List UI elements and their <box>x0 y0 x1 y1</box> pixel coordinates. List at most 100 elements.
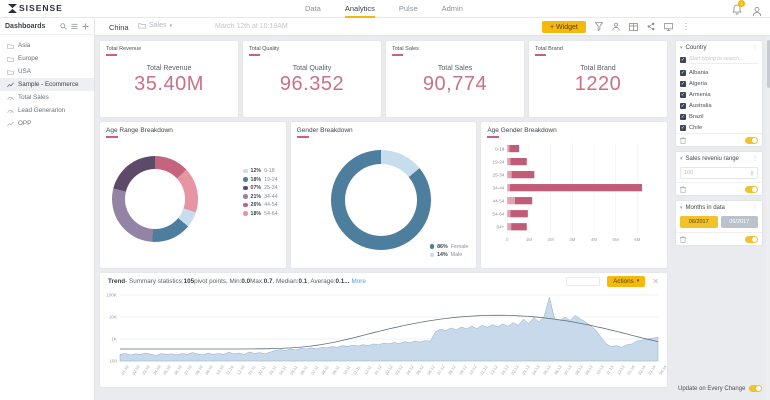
more-icon[interactable]: ⋮ <box>682 22 690 31</box>
gender-donut-chart[interactable] <box>330 150 431 250</box>
country-option-armenia[interactable]: ✓ Armenia <box>680 91 711 98</box>
widget-title: Total Sales <box>392 46 419 56</box>
sidebar-item-label: Sample - Ecommerce <box>18 81 79 88</box>
collapse-icon[interactable]: ▾ <box>680 44 683 51</box>
sidebar-item-usa[interactable]: USA <box>0 65 94 78</box>
legend-item[interactable]: 21% 34-44 <box>243 194 278 200</box>
sidebar-item-label: Europe <box>18 55 39 62</box>
sidebar-item-lead-generarion[interactable]: Lead Generarion <box>0 104 94 117</box>
widget-trend[interactable]: Trend - Summary statistics: 105 pivot po… <box>100 273 668 387</box>
nav-data[interactable]: Data <box>305 3 321 13</box>
actions-button[interactable]: Actions ▾ <box>607 275 646 287</box>
add-dashboard-icon[interactable] <box>82 22 89 30</box>
share-icon[interactable] <box>647 22 655 31</box>
trend-area-chart[interactable]: 100K 10K 1K 100 <box>102 289 662 367</box>
legend-item[interactable]: 86% Female <box>429 244 468 250</box>
country-option-australia[interactable]: ✓ Australia <box>680 102 712 109</box>
sidebar-item-opp[interactable]: OPP <box>0 117 94 130</box>
country-option-brazil[interactable]: ✓ Brazil <box>680 113 704 120</box>
more-icon[interactable]: ⋮ <box>752 156 758 162</box>
scrollbar[interactable] <box>766 36 770 400</box>
checkbox[interactable]: ✓ <box>680 91 686 98</box>
checkbox[interactable]: ✓ <box>680 124 686 131</box>
country-option-chile[interactable]: ✓ Chile <box>680 124 703 131</box>
filter-toggle[interactable] <box>745 235 758 243</box>
trash-icon[interactable] <box>680 136 686 144</box>
sisense-logo[interactable]: SISENSE <box>8 3 63 13</box>
stepper-up-icon[interactable]: ▲ <box>750 169 754 174</box>
widget-gender-breakdown[interactable]: Gender Breakdown 86% Female 14% Male <box>290 122 477 268</box>
actions-label: Actions <box>613 277 634 285</box>
checkbox[interactable]: ✓ <box>680 102 686 109</box>
last-updated-timestamp: March 12th at 10:18AM <box>215 23 288 30</box>
month-button-unselected[interactable]: 06/2017 <box>720 216 758 228</box>
legend-item[interactable]: 18% 54-64 <box>243 211 278 217</box>
sidebar-item-europe[interactable]: Europe <box>0 52 94 65</box>
kpi-value: 1220 <box>574 73 622 95</box>
folder-selector[interactable]: Sales ▾ <box>138 22 172 29</box>
stepper-down-icon[interactable]: ▼ <box>750 172 754 177</box>
gender-legend: 86% Female 14% Male <box>429 244 469 258</box>
kpi-total-quality[interactable]: Total Quality Total Quality 96.352 <box>243 41 381 117</box>
user-icon[interactable] <box>752 6 762 17</box>
more-icon[interactable]: ⋮ <box>752 45 758 51</box>
month-button-selected[interactable]: 06/2017 <box>680 216 718 228</box>
more-icon[interactable]: ⋮ <box>752 205 758 211</box>
disabled-button[interactable] <box>566 276 601 286</box>
kpi-total-brand[interactable]: Total Brand Total Brand 1220 <box>529 41 667 117</box>
checkbox[interactable]: ✓ <box>680 80 686 87</box>
age-range-donut-chart[interactable] <box>112 156 198 242</box>
checkbox[interactable]: ✓ <box>680 113 686 120</box>
legend-item[interactable]: 12% 0-18 <box>243 168 278 174</box>
sidebar-item-total-sales[interactable]: Total Sales <box>0 91 94 104</box>
sidebar-item-asia[interactable]: Asia <box>0 39 94 52</box>
trend-title: Trend <box>108 277 126 285</box>
trash-icon[interactable] <box>680 235 686 243</box>
trend-stats-text: - Summary statistics: <box>125 277 184 285</box>
add-widget-button[interactable]: + Widget <box>542 21 586 33</box>
search-icon[interactable] <box>60 22 67 30</box>
export-icon[interactable] <box>612 22 620 31</box>
svg-text:0: 0 <box>506 237 509 242</box>
nav-analytics[interactable]: Analytics <box>344 0 375 18</box>
widget-age-range-breakdown[interactable]: Age Range Breakdown 12% 0-18 18% 19-24 07%… <box>100 122 286 268</box>
kpi-total-revenue[interactable]: Total Revenue Total Revenue 35.40M <box>100 41 238 117</box>
sidebar-item-sample-ecommerce[interactable]: Sample - Ecommerce <box>0 78 94 91</box>
nav-admin[interactable]: Admin <box>441 3 463 13</box>
collapse-icon[interactable]: ▾ <box>680 204 683 211</box>
legend-item[interactable]: 14% Male <box>429 252 469 258</box>
legend-item[interactable]: 18% 19-24 <box>243 177 278 183</box>
more-link[interactable]: More <box>351 277 366 285</box>
close-icon[interactable]: ✕ <box>652 276 659 286</box>
select-all-checkbox[interactable]: ✓ <box>680 57 686 63</box>
legend-item[interactable]: 26% 44-54 <box>243 202 278 208</box>
search-input[interactable]: Start typing to search... <box>689 56 758 64</box>
filter-sales-revenue-range: ▾ Sales reveniu range ⋮ 100 ▲ ▼ <box>675 151 763 196</box>
display-icon[interactable] <box>664 22 673 31</box>
filter-icon[interactable] <box>595 22 603 31</box>
kpi-total-sales[interactable]: Total Sales Total Sales 90,774 <box>386 41 524 117</box>
sidebar-item-label: Asia <box>18 42 31 49</box>
legend-dot <box>429 252 435 258</box>
svg-text:44-54: 44-54 <box>493 198 505 203</box>
collapse-icon[interactable]: ▾ <box>680 155 683 162</box>
table-icon[interactable] <box>629 22 638 31</box>
update-toggle[interactable] <box>749 385 762 392</box>
folders-icon[interactable] <box>71 23 78 30</box>
widget-age-gender-breakdown[interactable]: Age Gender Breakdown 0 1M 2M 3M 4M 5M 6M 0-18 19… <box>481 122 668 268</box>
trash-icon[interactable] <box>680 185 686 193</box>
filter-toggle[interactable] <box>745 185 758 193</box>
nav-pulse[interactable]: Pulse <box>398 3 418 13</box>
age-gender-bar-chart[interactable]: 0 1M 2M 3M 4M 5M 6M 0-18 19-24 25-34 34-44 44-54 54-… <box>487 138 661 260</box>
country-option-albania[interactable]: ✓ Albania <box>680 69 709 76</box>
dashboard-canvas: Total Revenue Total Revenue 35.40M Total… <box>95 36 672 400</box>
legend-dot <box>243 211 248 216</box>
checkbox[interactable]: ✓ <box>680 69 686 76</box>
legend-item[interactable]: 07% 25-34 <box>243 185 278 191</box>
country-option-algeria[interactable]: ✓ Algeria <box>680 80 708 87</box>
filter-toggle[interactable] <box>745 136 758 144</box>
notifications-button[interactable]: 1 <box>732 0 745 20</box>
svg-text:54-64: 54-64 <box>493 211 505 216</box>
range-value-input[interactable]: 100 ▲ ▼ <box>680 167 758 179</box>
scrollbar-thumb[interactable] <box>766 40 770 88</box>
